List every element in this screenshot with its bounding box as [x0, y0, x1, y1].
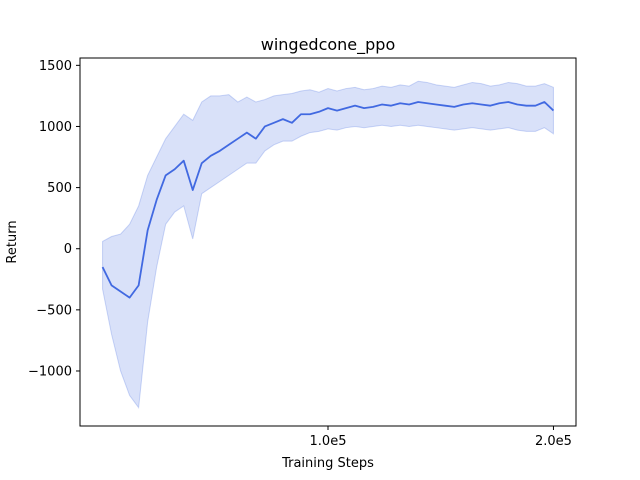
y-tick-label: −1000 [28, 364, 72, 379]
x-axis-label: Training Steps [281, 456, 374, 471]
axes: 1.0e5 2.0e5 −1000 −500 0 500 1000 1500 [28, 59, 572, 449]
y-tick-label: −500 [36, 303, 72, 318]
series-0-line [101, 101, 555, 299]
x-tick-label: 1.0e5 [310, 434, 347, 449]
y-axis-label: Return [5, 220, 20, 263]
y-tick-label: 1500 [39, 59, 72, 74]
chart-title: wingedcone_ppo [261, 35, 396, 55]
x-tick-label: 2.0e5 [535, 434, 572, 449]
y-tick-label: 500 [47, 181, 72, 196]
y-tick-label: 1000 [39, 120, 72, 135]
y-tick-label: 0 [64, 242, 72, 257]
plot-area [101, 80, 555, 409]
series-0-band [102, 80, 554, 409]
